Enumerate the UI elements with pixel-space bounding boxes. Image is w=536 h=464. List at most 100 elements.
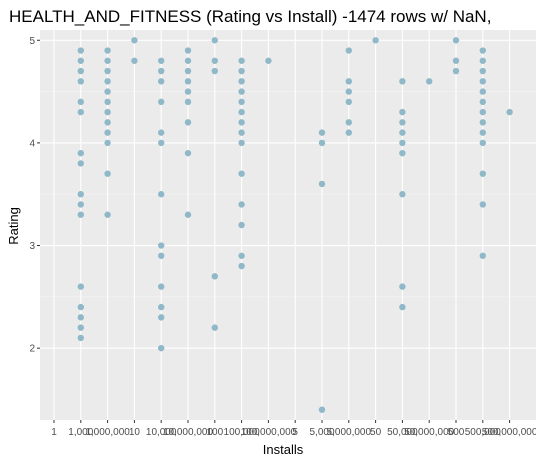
data-point [399,129,406,136]
data-point [104,170,111,177]
data-point [104,211,111,218]
data-point [104,98,111,106]
data-point [77,324,85,331]
data-point [184,67,192,75]
data-point [479,170,486,177]
data-point [238,170,245,177]
data-point [211,67,218,75]
data-point [158,283,165,290]
data-point [104,88,111,95]
data-point [158,314,165,321]
data-point [77,108,85,116]
data-point [399,303,406,311]
data-point [77,47,85,54]
data-point [77,334,85,342]
data-point [479,129,486,136]
data-point [77,211,85,218]
data-point [479,108,486,116]
x-tick-label: 100 [206,427,223,438]
x-axis-title: Installs [263,442,304,457]
y-tick-label: 5 [29,36,35,47]
data-point [399,108,406,116]
data-point [158,98,165,106]
data-point [211,324,218,331]
data-point [158,191,165,198]
x-tick-label: 100,000 [224,427,261,438]
data-point [184,211,192,218]
data-point [238,129,245,136]
data-point [184,57,192,64]
data-point [318,139,326,147]
x-tick-label: 10,000,000 [163,427,213,438]
data-point [399,119,406,126]
data-point [158,139,165,147]
data-point [158,303,165,311]
data-point [238,262,245,270]
data-point [238,67,245,75]
data-point [211,37,218,44]
data-point [158,252,165,259]
grid-lines [40,30,536,420]
data-point [131,57,138,64]
data-point [77,67,85,75]
data-point [131,37,138,44]
data-point [399,149,406,157]
data-point [238,119,245,126]
data-point [345,129,352,136]
data-point [158,129,165,136]
data-point [104,119,111,126]
data-point [77,149,85,157]
data-point [479,119,486,126]
data-point [479,98,486,106]
data-point [238,78,245,85]
data-point [479,47,486,54]
data-point [238,108,245,116]
data-point [77,283,85,290]
data-point [506,108,513,116]
data-point [77,303,85,311]
x-tick-label: 5,000,000 [327,427,372,438]
data-point [211,273,218,280]
data-point [426,78,433,85]
data-point [184,88,192,95]
x-tick-label: 100,000,000 [241,427,297,438]
x-tick-label: 10 [129,427,141,438]
y-axis: 2 3 4 5 [29,36,40,355]
data-point [104,139,111,147]
data-point [479,78,486,85]
data-point [479,67,486,75]
data-point [77,160,85,167]
data-point [158,344,165,352]
y-tick-label: 3 [29,241,35,252]
data-point [318,180,326,188]
data-point [345,78,352,85]
data-point [238,98,245,106]
data-point [77,201,85,208]
data-point [479,88,486,95]
data-point [238,57,245,64]
x-tick-label: 1 [51,427,57,438]
data-point [184,47,192,54]
data-point [345,88,352,95]
data-point [184,149,192,157]
y-axis-title: Rating [6,207,21,245]
data-point [399,191,406,198]
data-point [104,78,111,85]
data-point [479,57,486,64]
data-point [104,57,111,64]
data-point [184,78,192,85]
data-point [479,252,486,259]
data-point [238,221,245,229]
x-tick-label: 500,000 [465,427,502,438]
data-point [77,314,85,321]
data-point [345,119,352,126]
x-tick-label: 500 [448,427,465,438]
x-tick-label: 1,000,000 [85,427,130,438]
data-point [238,88,245,95]
x-tick-label: 1,000 [68,427,93,438]
data-point [399,139,406,147]
data-point [77,191,85,198]
data-point [479,201,486,208]
